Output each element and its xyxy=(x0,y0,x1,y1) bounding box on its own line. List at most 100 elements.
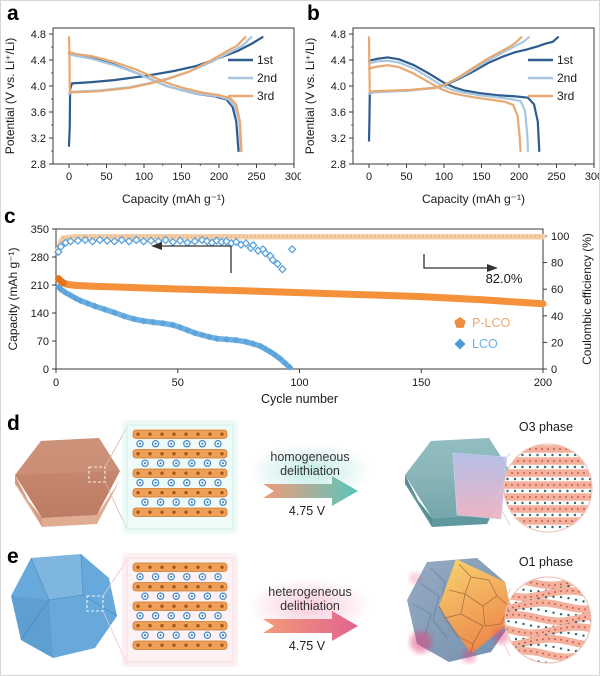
diamond-marker xyxy=(54,247,63,257)
diamond-marker xyxy=(286,364,294,371)
diamond-marker xyxy=(273,259,282,269)
chart-text: 200 xyxy=(534,377,552,389)
chart-text: Capacity (mAh g⁻¹) xyxy=(422,192,525,206)
arrow-label: delithiation xyxy=(280,599,340,613)
chart-text: 3rd xyxy=(257,89,274,103)
chart-text: 70 xyxy=(37,336,49,348)
diamond-marker xyxy=(150,318,157,326)
o3-phase-circle xyxy=(503,443,593,533)
coo2-layer xyxy=(132,449,228,459)
chart-text: 4.4 xyxy=(31,55,46,67)
arrow-label: delithiation xyxy=(280,464,340,478)
chart-text: 140 xyxy=(31,308,49,320)
diamond-marker xyxy=(73,236,83,245)
cracked-particle xyxy=(407,558,513,663)
chart-text: 3.6 xyxy=(31,107,46,119)
coo2-layer xyxy=(132,468,228,478)
crack-network xyxy=(438,563,510,655)
chart-text: Potential (V vs. Li⁺/Li) xyxy=(303,38,317,154)
diamond-marker xyxy=(57,286,65,293)
LCO-capacity xyxy=(55,284,293,371)
cycle3-discharge xyxy=(367,64,522,153)
chart-text: 2nd xyxy=(557,71,577,85)
chart-text: 3.6 xyxy=(331,107,346,119)
diamond-marker xyxy=(183,238,192,247)
chart-text: 20 xyxy=(551,337,563,349)
diamond-marker xyxy=(124,237,134,246)
chart-text: Capacity (mAh g⁻¹) xyxy=(122,192,225,206)
chart-text: Coulombic efficiency (%) xyxy=(580,233,594,365)
panel-d-schematic: homogeneous delithiation 4.75 V O3 phase xyxy=(15,420,593,534)
chart-text: 2.8 xyxy=(331,159,346,171)
diamond-marker xyxy=(271,351,279,359)
crystal-structure-inset-d xyxy=(122,420,238,534)
diamond-marker xyxy=(223,336,230,343)
diamond-marker xyxy=(268,255,278,265)
phase-label: O3 phase xyxy=(519,420,573,434)
arrow-shape xyxy=(263,611,358,641)
chart-text: 250 xyxy=(547,171,565,183)
left-arrowhead xyxy=(151,242,162,250)
panel-c-chart: 0 50 100 150 200070140210280350020406080100C… xyxy=(6,224,594,406)
diamond-marker xyxy=(184,326,191,334)
diamond-marker xyxy=(232,336,240,344)
retention-annotation: 82.0% xyxy=(486,271,523,286)
coo2-layer xyxy=(132,582,228,592)
diamond-marker xyxy=(242,338,250,346)
arrow-label: heterogeneous xyxy=(268,585,351,599)
cycle3-charge xyxy=(67,36,247,94)
diamond-marker xyxy=(111,309,118,316)
arrow-voltage: 4.75 V xyxy=(289,639,326,653)
chart-text: 0 xyxy=(43,364,49,376)
cycle3-charge xyxy=(367,36,523,94)
chart-text: 40 xyxy=(551,311,563,323)
legend-lco: LCO xyxy=(472,337,498,351)
delithiated-hexagon-particle xyxy=(405,438,511,527)
diamond-marker xyxy=(190,237,200,246)
pristine-hexagon-particle xyxy=(15,426,128,530)
chart-text: 280 xyxy=(31,252,49,264)
diamond-marker xyxy=(249,340,257,348)
chart-text: Potential (V vs. Li⁺/Li) xyxy=(3,38,17,154)
chart-text: 1st xyxy=(557,53,574,67)
chart-text: 100 xyxy=(551,231,569,243)
crystal-structure-inset-e xyxy=(122,553,238,667)
chart-text: 4.8 xyxy=(331,29,346,41)
diamond-marker xyxy=(76,297,84,304)
cycle1-charge xyxy=(367,36,560,142)
diamond-marker xyxy=(222,237,231,246)
coo2-layer xyxy=(132,640,228,650)
cycle2-charge xyxy=(67,36,253,96)
diamond-marker xyxy=(66,237,75,246)
chart-text: 3.2 xyxy=(31,133,46,145)
chart-text: 250 xyxy=(247,171,265,183)
diamond-marker xyxy=(56,242,66,251)
chart-text: 4.0 xyxy=(31,81,46,93)
chart-text: 3.2 xyxy=(331,133,346,145)
diamond-marker xyxy=(84,300,92,307)
coo2-layer xyxy=(132,507,228,517)
diamond-marker xyxy=(139,237,148,246)
right-arrowhead xyxy=(487,264,498,272)
panel-label-a: a xyxy=(7,2,19,25)
cycle1-discharge xyxy=(67,52,240,153)
chart-text: 0 xyxy=(366,171,372,183)
stressed-phase-wedge xyxy=(439,559,513,654)
arrow-voltage: 4.75 V xyxy=(289,504,326,518)
chart-text: 0 xyxy=(66,171,72,183)
phase-label: O1 phase xyxy=(519,555,573,569)
delithiation-arrow-e: heterogeneous delithiation 4.75 V xyxy=(248,578,372,653)
chart-text: 300 xyxy=(285,171,301,183)
diamond-marker xyxy=(132,235,141,245)
chart-text: Capacity (mAh g⁻¹) xyxy=(6,247,20,350)
panel-label-b: b xyxy=(307,2,320,25)
chart-text: 4.0 xyxy=(331,81,346,93)
chart-text: 60 xyxy=(551,284,563,296)
panel-label-e: e xyxy=(7,545,19,568)
diamond-marker xyxy=(202,237,212,246)
diamond-marker xyxy=(120,312,128,320)
o1-phase-circle xyxy=(504,576,592,664)
coo2-layer xyxy=(132,562,228,572)
chart-text: 210 xyxy=(31,280,49,292)
diamond-marker xyxy=(168,237,178,247)
